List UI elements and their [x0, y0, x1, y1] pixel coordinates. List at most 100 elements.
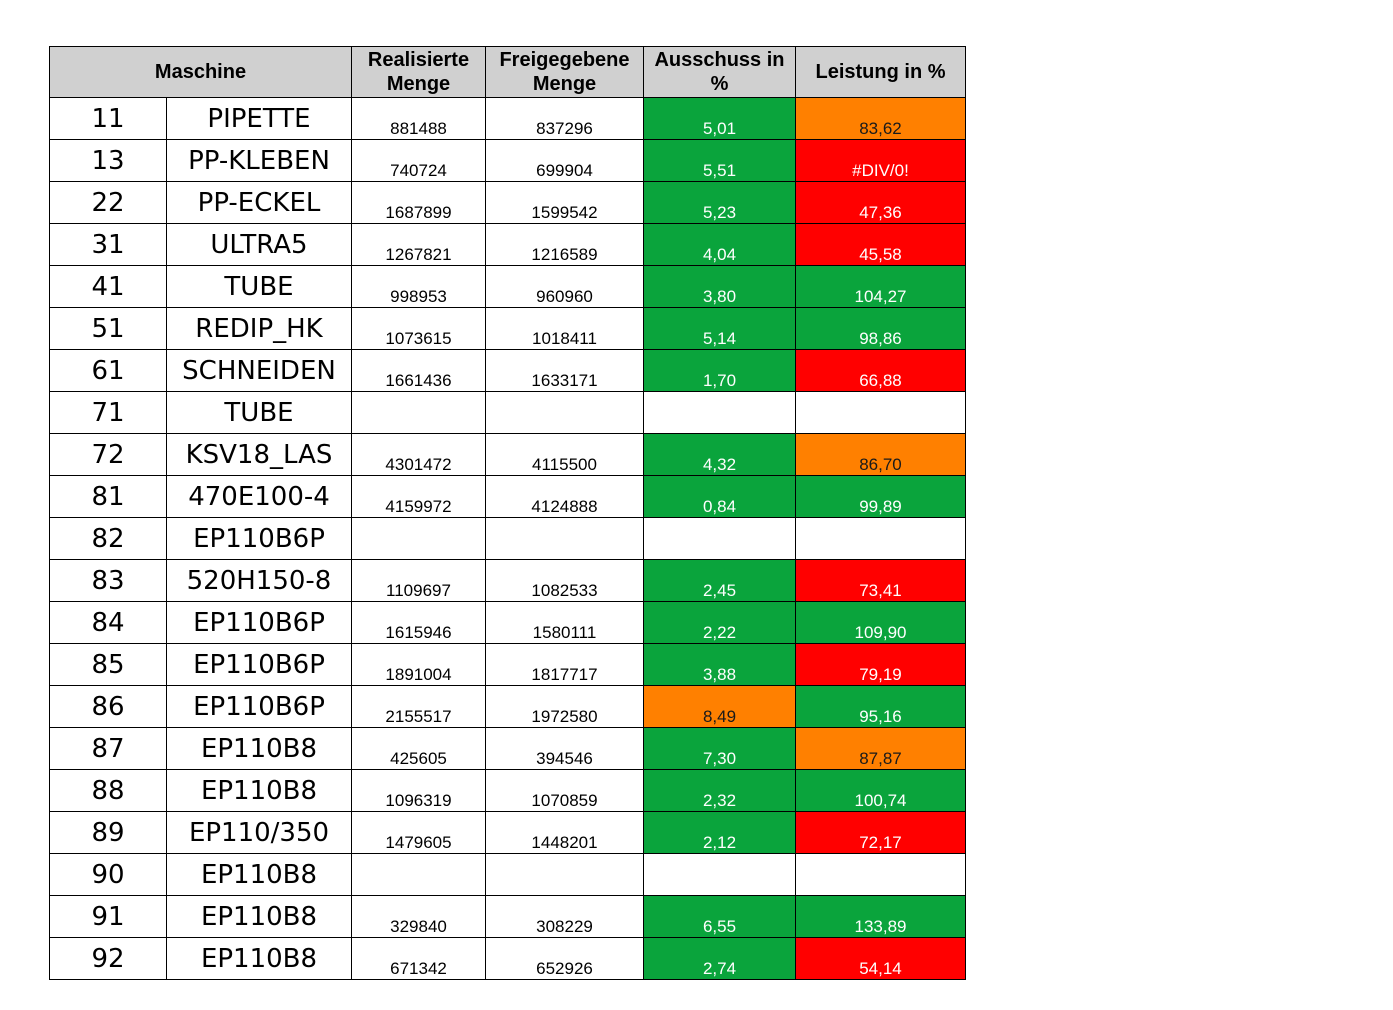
- table-row: 81 470E100-4 4159972 4124888 0,84 99,89: [49, 475, 966, 518]
- realisierte-menge-cell: [351, 853, 486, 896]
- machine-id-cell: 83: [49, 559, 167, 602]
- table-row: 86 EP110B6P 2155517 1972580 8,49 95,16: [49, 685, 966, 728]
- leistung-cell: #DIV/0!: [795, 139, 966, 182]
- realisierte-menge-cell: 329840: [351, 895, 486, 938]
- realisierte-menge-cell: 1073615: [351, 307, 486, 350]
- freigegebene-menge-cell: 4124888: [485, 475, 644, 518]
- realisierte-menge-cell: 1687899: [351, 181, 486, 224]
- header-freigegebene-menge: Freigegebene Menge: [485, 46, 644, 98]
- ausschuss-cell: 2,32: [643, 769, 796, 812]
- freigegebene-menge-cell: 1070859: [485, 769, 644, 812]
- ausschuss-cell: 3,88: [643, 643, 796, 686]
- ausschuss-cell: 5,23: [643, 181, 796, 224]
- ausschuss-cell: 5,14: [643, 307, 796, 350]
- leistung-cell: 66,88: [795, 349, 966, 392]
- table-row: 90 EP110B8: [49, 853, 966, 896]
- machine-name-cell: EP110B6P: [166, 517, 352, 560]
- leistung-cell: 86,70: [795, 433, 966, 476]
- machine-id-cell: 85: [49, 643, 167, 686]
- machine-id-cell: 51: [49, 307, 167, 350]
- machine-id-cell: 89: [49, 811, 167, 854]
- machine-name-cell: EP110/350: [166, 811, 352, 854]
- table-row: 22 PP-ECKEL 1687899 1599542 5,23 47,36: [49, 181, 966, 224]
- leistung-cell: 99,89: [795, 475, 966, 518]
- machine-name-cell: EP110B8: [166, 937, 352, 980]
- machine-name-cell: EP110B6P: [166, 685, 352, 728]
- machine-id-cell: 82: [49, 517, 167, 560]
- machine-id-cell: 22: [49, 181, 167, 224]
- freigegebene-menge-cell: 1018411: [485, 307, 644, 350]
- freigegebene-menge-cell: 699904: [485, 139, 644, 182]
- machine-name-cell: EP110B8: [166, 853, 352, 896]
- realisierte-menge-cell: 1109697: [351, 559, 486, 602]
- table-row: 85 EP110B6P 1891004 1817717 3,88 79,19: [49, 643, 966, 686]
- leistung-cell: 104,27: [795, 265, 966, 308]
- leistung-cell: 133,89: [795, 895, 966, 938]
- freigegebene-menge-cell: 1216589: [485, 223, 644, 266]
- leistung-cell: [795, 391, 966, 434]
- ausschuss-cell: [643, 517, 796, 560]
- production-table: Maschine Realisierte Menge Freigegebene Me…: [49, 46, 966, 980]
- leistung-cell: 72,17: [795, 811, 966, 854]
- machine-name-cell: KSV18_LAS: [166, 433, 352, 476]
- machine-id-cell: 92: [49, 937, 167, 980]
- header-realisierte-menge: Realisierte Menge: [351, 46, 486, 98]
- header-ausschuss: Ausschuss in%: [643, 46, 796, 98]
- leistung-cell: 95,16: [795, 685, 966, 728]
- machine-id-cell: 91: [49, 895, 167, 938]
- realisierte-menge-cell: [351, 391, 486, 434]
- realisierte-menge-cell: 1615946: [351, 601, 486, 644]
- realisierte-menge-cell: 740724: [351, 139, 486, 182]
- header-row: Maschine Realisierte Menge Freigegebene Me…: [49, 46, 966, 98]
- freigegebene-menge-cell: 394546: [485, 727, 644, 770]
- table-row: 31 ULTRA5 1267821 1216589 4,04 45,58: [49, 223, 966, 266]
- ausschuss-cell: 6,55: [643, 895, 796, 938]
- table-row: 87 EP110B8 425605 394546 7,30 87,87: [49, 727, 966, 770]
- machine-id-cell: 61: [49, 349, 167, 392]
- machine-name-cell: EP110B8: [166, 895, 352, 938]
- realisierte-menge-cell: 1267821: [351, 223, 486, 266]
- realisierte-menge-cell: 881488: [351, 97, 486, 140]
- realisierte-menge-cell: 998953: [351, 265, 486, 308]
- table-row: 83 520H150-8 1109697 1082533 2,45 73,41: [49, 559, 966, 602]
- machine-name-cell: EP110B6P: [166, 601, 352, 644]
- table-row: 13 PP-KLEBEN 740724 699904 5,51 #DIV/0!: [49, 139, 966, 182]
- freigegebene-menge-cell: 1972580: [485, 685, 644, 728]
- machine-id-cell: 72: [49, 433, 167, 476]
- machine-name-cell: 520H150-8: [166, 559, 352, 602]
- machine-name-cell: PP-KLEBEN: [166, 139, 352, 182]
- leistung-cell: 54,14: [795, 937, 966, 980]
- table-row: 71 TUBE: [49, 391, 966, 434]
- machine-name-cell: EP110B6P: [166, 643, 352, 686]
- ausschuss-cell: [643, 853, 796, 896]
- leistung-cell: 79,19: [795, 643, 966, 686]
- ausschuss-cell: 2,45: [643, 559, 796, 602]
- table-row: 91 EP110B8 329840 308229 6,55 133,89: [49, 895, 966, 938]
- realisierte-menge-cell: 425605: [351, 727, 486, 770]
- table-row: 11 PIPETTE 881488 837296 5,01 83,62: [49, 97, 966, 140]
- ausschuss-cell: 7,30: [643, 727, 796, 770]
- machine-name-cell: PP-ECKEL: [166, 181, 352, 224]
- machine-id-cell: 31: [49, 223, 167, 266]
- freigegebene-menge-cell: 652926: [485, 937, 644, 980]
- table-row: 51 REDIP_HK 1073615 1018411 5,14 98,86: [49, 307, 966, 350]
- realisierte-menge-cell: 1479605: [351, 811, 486, 854]
- realisierte-menge-cell: 671342: [351, 937, 486, 980]
- ausschuss-cell: [643, 391, 796, 434]
- leistung-cell: 100,74: [795, 769, 966, 812]
- machine-id-cell: 84: [49, 601, 167, 644]
- freigegebene-menge-cell: 1817717: [485, 643, 644, 686]
- realisierte-menge-cell: 1096319: [351, 769, 486, 812]
- leistung-cell: 47,36: [795, 181, 966, 224]
- ausschuss-cell: 2,12: [643, 811, 796, 854]
- table-row: 84 EP110B6P 1615946 1580111 2,22 109,90: [49, 601, 966, 644]
- machine-name-cell: TUBE: [166, 265, 352, 308]
- machine-name-cell: EP110B8: [166, 769, 352, 812]
- ausschuss-cell: 4,32: [643, 433, 796, 476]
- ausschuss-cell: 4,04: [643, 223, 796, 266]
- leistung-cell: 109,90: [795, 601, 966, 644]
- machine-id-cell: 88: [49, 769, 167, 812]
- table-row: 82 EP110B6P: [49, 517, 966, 560]
- machine-id-cell: 11: [49, 97, 167, 140]
- machine-id-cell: 71: [49, 391, 167, 434]
